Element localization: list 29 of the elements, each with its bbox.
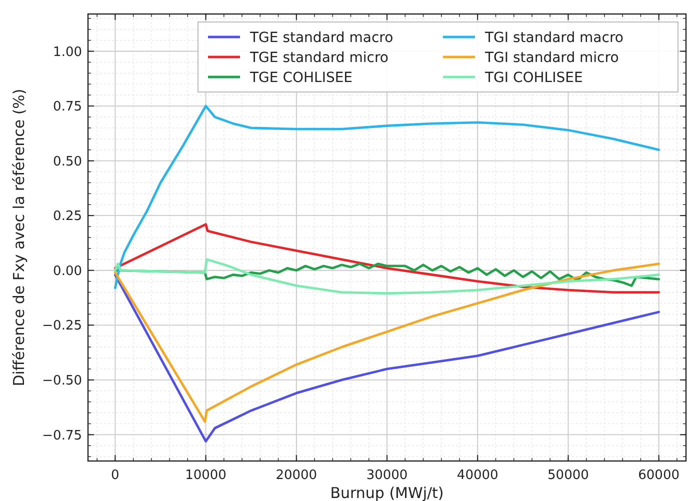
y-tick-label: −0.25 bbox=[42, 318, 82, 334]
y-tick-label: 0.75 bbox=[53, 100, 82, 115]
legend-label: TGE standard macro bbox=[249, 30, 394, 46]
y-tick-label: 0.25 bbox=[53, 209, 82, 224]
x-tick-label: 50000 bbox=[548, 468, 589, 483]
line-series bbox=[114, 274, 660, 442]
x-tick-label: 60000 bbox=[638, 468, 680, 483]
y-tick-label: 0.00 bbox=[53, 264, 82, 279]
legend-label: TGE standard micro bbox=[249, 50, 388, 66]
y-tick-label: 0.50 bbox=[53, 154, 82, 170]
line-series bbox=[114, 262, 660, 287]
legend-label: TGI standard macro bbox=[484, 30, 624, 46]
x-tick-label: 20000 bbox=[276, 468, 318, 483]
line-series bbox=[114, 223, 660, 294]
y-tick-label: −0.50 bbox=[42, 373, 82, 388]
y-tick-label: 1.00 bbox=[53, 44, 82, 60]
x-axis-title: Burnup (MWj/t) bbox=[330, 484, 444, 501]
line-series bbox=[114, 104, 660, 290]
y-axis-title: Différence de Fxy avec la référence (%) bbox=[10, 88, 28, 386]
y-tick-label: −0.75 bbox=[42, 428, 82, 444]
legend-label: TGI COHLISEE bbox=[484, 70, 583, 86]
line-series bbox=[114, 258, 660, 295]
line-series bbox=[114, 262, 660, 423]
x-tick-label: 40000 bbox=[456, 468, 498, 483]
x-tick-label: 30000 bbox=[366, 468, 408, 483]
legend-label: TGI standard micro bbox=[484, 50, 619, 66]
x-tick-label: 0 bbox=[111, 468, 120, 483]
legend-label: TGE COHLISEE bbox=[249, 70, 353, 86]
x-tick-label: 10000 bbox=[185, 468, 226, 483]
